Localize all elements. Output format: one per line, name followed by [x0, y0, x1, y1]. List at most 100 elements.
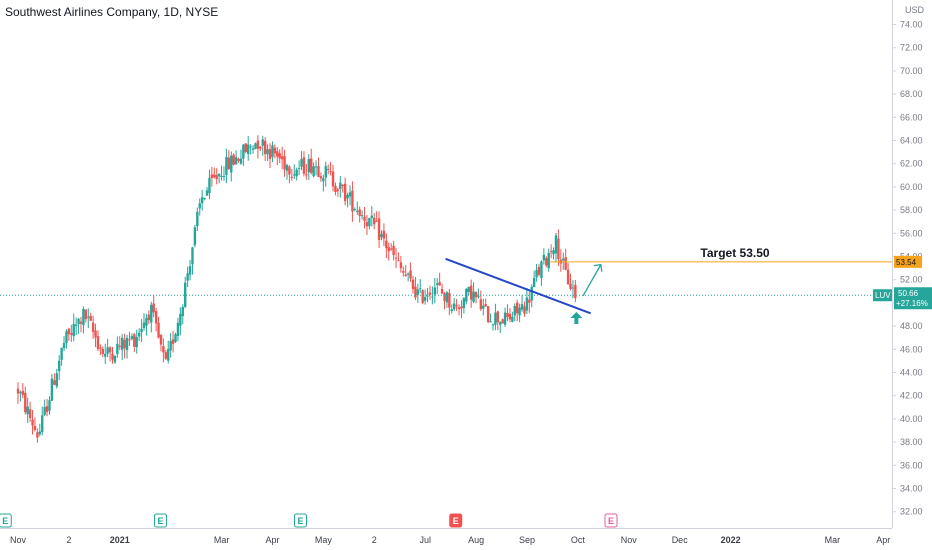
candle-body	[562, 258, 565, 261]
price-tick-label: 40.00	[900, 414, 923, 424]
candle-body	[326, 169, 330, 171]
projection-arrowhead	[593, 263, 603, 272]
candle-body	[24, 392, 27, 413]
chart-title: Southwest Airlines Company, 1D, NYSE	[5, 5, 219, 19]
candle-body	[179, 313, 182, 326]
candle-body	[360, 215, 364, 217]
candle-body	[433, 287, 437, 295]
candle-body	[295, 169, 298, 177]
last-price-text: 50.66	[898, 289, 919, 298]
time-axis[interactable]: Nov 2 2021 Mar Apr May 2 Jul Aug Sep Oct Nov Dec 2022…	[0, 528, 892, 546]
currency-label: USD	[905, 5, 925, 15]
candle-body	[278, 153, 281, 159]
candle-body	[511, 316, 514, 322]
candle-body	[462, 298, 466, 309]
candle-body	[482, 305, 485, 309]
candle-body	[249, 146, 252, 148]
candle-body	[343, 183, 347, 202]
candle-body	[421, 290, 424, 303]
candle-body	[382, 230, 386, 239]
price-tick-label: 32.00	[900, 507, 923, 517]
candle-body	[203, 198, 206, 200]
candle-body	[176, 322, 180, 336]
candle-body	[213, 174, 216, 178]
candle-body	[431, 296, 434, 298]
candle-body	[452, 303, 456, 310]
candle-body	[91, 322, 95, 332]
candle-body	[239, 158, 243, 164]
candle-body	[314, 166, 318, 168]
time-tick-label: Nov	[621, 535, 638, 545]
earnings-marker-box	[0, 513, 12, 528]
candle-body	[254, 143, 257, 149]
candle-body	[411, 279, 415, 290]
candle-body	[77, 318, 80, 325]
price-tick-label: 66.00	[900, 112, 923, 122]
candle-body	[351, 190, 354, 212]
candle-body	[528, 299, 531, 303]
candle-body	[450, 309, 453, 311]
candle-body	[89, 315, 92, 321]
candle-body	[307, 159, 310, 173]
candle-body	[312, 166, 315, 177]
candle-body	[234, 157, 238, 165]
earnings-marker: E	[154, 513, 168, 528]
time-tick-label: Jul	[419, 535, 431, 545]
candle-body	[184, 282, 187, 307]
candle-body	[288, 166, 291, 175]
candle-body	[198, 203, 201, 209]
candle-body	[302, 157, 306, 174]
candle-body	[193, 227, 197, 246]
price-tick-label: 56.00	[900, 228, 923, 238]
candle-body	[373, 217, 376, 225]
candle-body	[31, 419, 34, 426]
time-tick-label: Dec	[672, 535, 689, 545]
candle-body	[392, 245, 395, 256]
candle-body	[217, 173, 221, 177]
price-tick-label: 60.00	[900, 182, 923, 192]
projection-arrow	[582, 264, 602, 297]
candle-body	[263, 140, 267, 155]
price-tick-label: 58.00	[900, 205, 923, 215]
candle-body	[16, 388, 20, 394]
price-axis[interactable]: 32.00 34.00 36.00 38.00 40.00 42.00 44.00 46.00…	[873, 0, 932, 528]
candle-body	[557, 238, 560, 260]
candle-body	[242, 144, 245, 159]
candle-body	[469, 285, 473, 300]
candle-body	[133, 334, 136, 347]
candle-body	[82, 308, 85, 326]
candle-body	[57, 360, 61, 372]
candle-body	[525, 297, 529, 311]
candle-body	[484, 304, 487, 307]
candle-body	[256, 140, 260, 149]
candle-body	[196, 211, 199, 227]
time-tick-label: Oct	[571, 535, 586, 545]
candle-body	[191, 247, 194, 265]
price-tick-label: 74.00	[900, 20, 923, 30]
last-change-text: +27.16%	[896, 299, 928, 308]
candle-body	[317, 166, 320, 177]
candle-body	[293, 174, 296, 176]
candle-body	[273, 147, 277, 154]
candle-body	[341, 185, 344, 187]
candle-body	[322, 178, 325, 182]
candle-body	[159, 334, 163, 345]
candle-body	[271, 145, 274, 158]
candle-body	[152, 303, 155, 313]
candle-body	[111, 353, 114, 360]
candle-body	[426, 295, 429, 297]
price-tick-label: 46.00	[900, 344, 923, 354]
candle-body	[41, 415, 44, 433]
earnings-marker: E	[449, 513, 463, 528]
candle-body	[465, 288, 468, 302]
candle-body	[375, 220, 378, 222]
candle-body	[319, 176, 323, 179]
time-tick-label: Mar	[214, 535, 230, 545]
candle-body	[549, 251, 553, 253]
earnings-marker: E	[604, 513, 618, 528]
candle-body	[79, 321, 83, 324]
candle-body	[280, 156, 284, 160]
earnings-marker-box	[604, 513, 618, 528]
symbol-badge	[873, 289, 892, 302]
